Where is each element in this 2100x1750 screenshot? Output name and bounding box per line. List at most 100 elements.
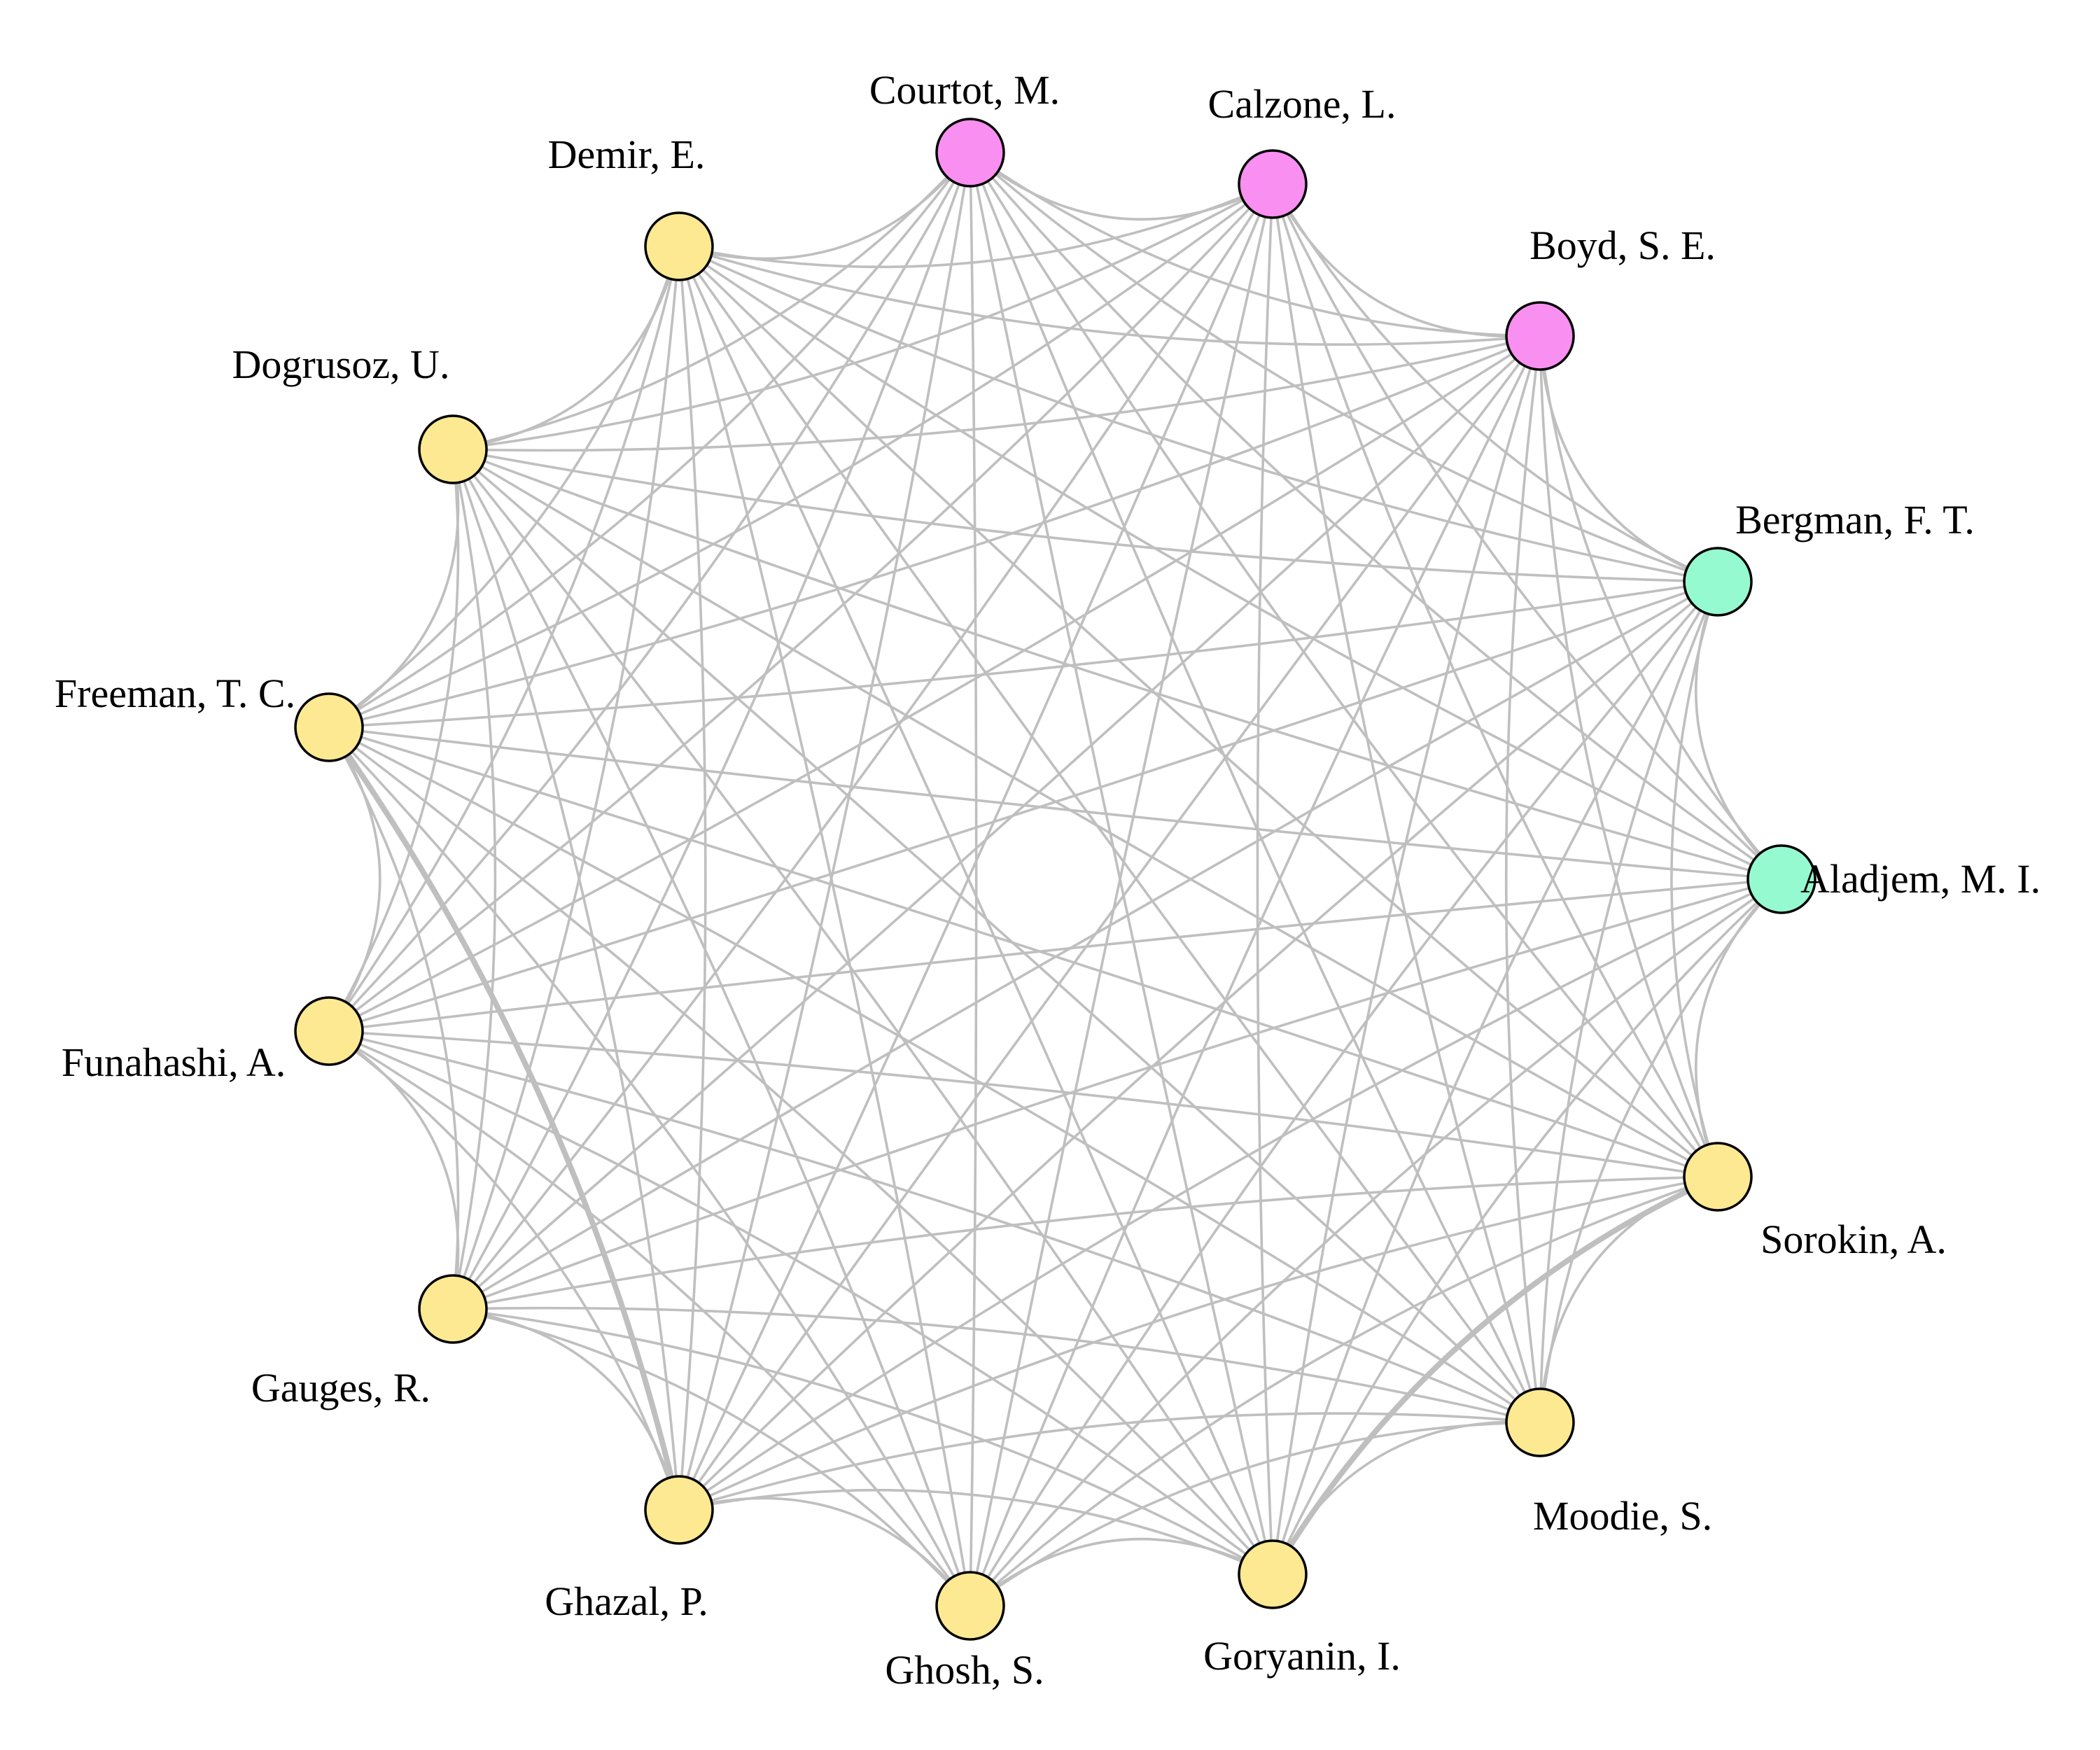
edge-calzone-aladjem [1271,183,1783,881]
edge-moodie-dogrusoz [451,448,1541,1424]
edge-calzone-bergman [1271,183,1718,583]
node-gauges[interactable] [418,1274,488,1344]
edge-aladjem-sorokin [1695,878,1783,1177]
node-freeman[interactable] [294,692,364,762]
edge-layer [326,151,1783,1607]
node-label-ghosh: Ghosh, S. [885,1647,1044,1693]
edge-bergman-moodie [1539,581,1719,1423]
edge-calzone-freeman [328,183,1274,729]
edge-gauges-funahashi [328,1030,460,1310]
edge-gauges-demir [451,246,680,1310]
edge-goryanin-freeman [328,726,1274,1576]
node-label-ghazal: Ghazal, P. [545,1578,708,1624]
edge-bergman-ghazal [678,580,1719,1511]
edge-boyd-aladjem [1539,335,1783,881]
edge-bergman-ghosh [969,580,1719,1606]
edge-aladjem-funahashi [328,878,1782,1032]
edge-boyd-freeman [328,335,1541,729]
node-aladjem[interactable] [1746,844,1816,914]
edge-courtot-sorokin [969,152,1719,1178]
edge-boyd-ghazal [678,335,1541,1511]
node-label-courtot: Courtot, M. [869,67,1060,113]
edge-aladjem-demir [678,245,1782,881]
edge-aladjem-goryanin [1271,878,1783,1575]
edge-moodie-demir [678,245,1541,1424]
node-ghazal[interactable] [644,1475,714,1545]
edge-boyd-funahashi [328,335,1541,1032]
edge-aladjem-freeman [328,726,1782,881]
edge-sorokin-ghazal [678,1175,1718,1511]
node-label-boyd: Boyd, S. E. [1530,223,1716,268]
node-sorokin[interactable] [1683,1142,1753,1212]
node-moodie[interactable] [1505,1387,1575,1457]
edge-calzone-demir [678,183,1273,269]
node-label-sorokin: Sorokin, A. [1760,1217,1947,1262]
edge-calzone-gauges [451,183,1274,1310]
edge-funahashi-dogrusoz [328,449,460,1032]
node-boyd[interactable] [1505,301,1575,371]
edge-bergman-dogrusoz [452,448,1718,583]
edge-sorokin-dogrusoz [452,448,1718,1178]
node-bergman[interactable] [1683,547,1753,617]
edge-bergman-sorokin [1670,581,1719,1177]
edge-ghazal-dogrusoz [451,449,680,1511]
edge-courtot-dogrusoz [452,151,972,451]
edge-boyd-goryanin [1271,335,1541,1575]
edge-sorokin-demir [678,245,1719,1178]
edge-goryanin-demir [678,246,1274,1575]
node-goryanin[interactable] [1238,1539,1308,1609]
node-dogrusoz[interactable] [418,414,488,484]
edge-moodie-gauges [452,1306,1541,1424]
edge-sorokin-moodie [1539,1175,1718,1423]
edge-courtot-demir [678,151,972,260]
edge-calzone-sorokin [1271,183,1719,1177]
edge-aladjem-ghazal [678,878,1782,1511]
edge-goryanin-dogrusoz [451,448,1274,1575]
edge-goryanin-funahashi [328,1030,1274,1576]
edge-freeman-dogrusoz [328,449,460,729]
edge-ghosh-gauges [452,1308,972,1607]
edge-sorokin-gauges [452,1175,1718,1310]
edge-calzone-ghazal [678,183,1274,1511]
edge-goryanin-ghazal [678,1488,1273,1576]
edge-calzone-boyd [1271,183,1541,338]
edge-ghazal-funahashi [328,1030,680,1511]
node-calzone[interactable] [1238,149,1308,219]
edge-aladjem-ghosh [969,878,1783,1607]
edge-bergman-demir [678,245,1718,583]
edge-sorokin-funahashi [328,1030,1718,1178]
node-ghosh[interactable] [935,1571,1005,1641]
edge-aladjem-gauges [452,878,1782,1310]
edge-boyd-moodie [1504,335,1541,1423]
node-label-bergman: Bergman, F. T. [1735,497,1975,542]
node-label-calzone: Calzone, L. [1208,81,1396,127]
node-courtot[interactable] [935,118,1005,188]
node-demir[interactable] [644,211,714,281]
edge-courtot-boyd [969,151,1541,337]
edge-courtot-aladjem [969,151,1783,881]
edge-courtot-bergman [969,151,1718,583]
edge-ghosh-freeman [328,726,972,1606]
edge-ghosh-dogrusoz [451,449,972,1606]
node-label-gauges: Gauges, R. [251,1365,430,1410]
edge-ghosh-funahashi [328,1030,972,1607]
node-layer [294,118,1816,1641]
edge-moodie-funahashi [328,1030,1541,1424]
edge-funahashi-freeman [328,726,382,1032]
node-funahashi[interactable] [294,996,364,1066]
edge-courtot-freeman [328,151,972,729]
edge-ghosh-demir [678,246,972,1606]
edge-courtot-ghazal [678,152,972,1511]
edge-calzone-moodie [1271,183,1541,1423]
node-label-aladjem: Aladjem, M. I. [1800,856,2040,902]
edge-ghazal-freeman [326,725,682,1511]
edge-bergman-gauges [452,580,1718,1310]
edge-bergman-freeman [328,580,1718,729]
edge-bergman-goryanin [1271,581,1719,1575]
edge-gauges-dogrusoz [451,449,497,1310]
node-label-demir: Demir, E. [548,132,706,177]
edge-sorokin-ghosh [969,1175,1718,1607]
edge-bergman-funahashi [328,580,1718,1032]
edge-boyd-ghosh [969,335,1541,1606]
